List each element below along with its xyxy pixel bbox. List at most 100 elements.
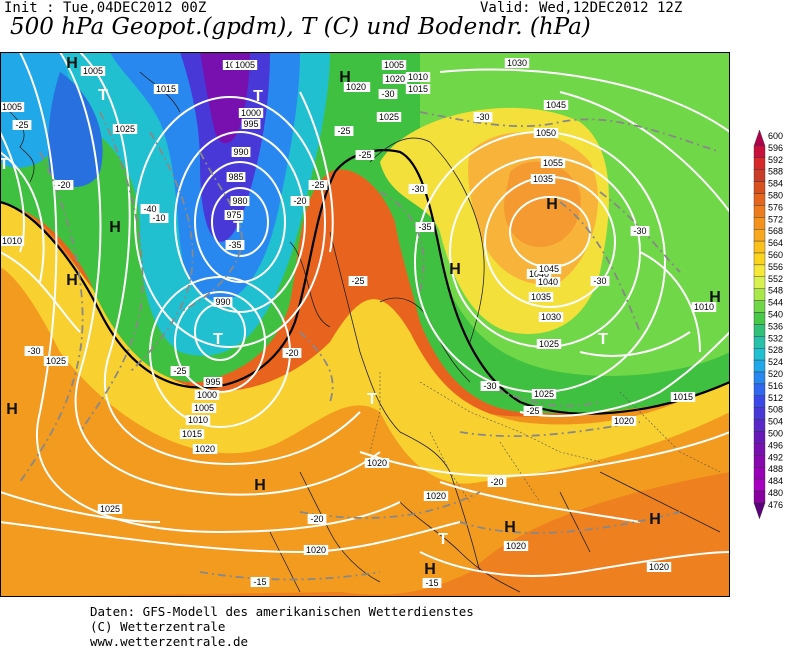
pressure-label-bg [504,58,530,68]
low-pressure-marker: T [98,87,108,104]
footer-url[interactable]: www.wetterzentrale.de [90,634,249,649]
high-pressure-marker: H [424,561,436,578]
high-pressure-marker: H [339,69,351,86]
pressure-label: 1025 [539,339,559,349]
temp-label-bg [348,276,368,286]
pressure-label-bg [203,377,223,387]
colorbar-level-label: 536 [768,321,783,331]
pressure-label: 1015 [156,84,176,94]
pressure-label: 1025 [534,389,554,399]
colorbar-level-label: 504 [768,417,783,427]
pressure-label: 1010 [2,236,22,246]
colorbar-level-label: 548 [768,286,783,296]
pressure-label: 1020 [306,545,326,555]
colorbar-swatch [753,490,766,504]
pressure-label: 1050 [536,128,556,138]
low-pressure-marker: T [0,156,9,173]
pressure-label-bg [364,458,390,468]
colorbar-swatch [753,478,766,492]
colorbar-level-label: 564 [768,238,783,248]
pressure-label-bg [226,172,246,182]
temp-label-bg [12,120,32,130]
temp-label-bg [487,477,507,487]
colorbar-level-label: 596 [768,143,783,153]
pressure-label: 1015 [408,84,428,94]
temp-label: -40 [143,204,156,214]
temp-label: -25 [526,406,539,416]
pressure-labels: 1005 1015 1010 1005 1025 1020 1030 1035 1040 1045… [0,58,717,572]
fill-yellow-band [0,202,730,484]
colorbar-swatch [753,130,766,147]
colorbar-level-label: 520 [768,369,783,379]
high-pressure-marker: H [649,511,661,528]
temp-label: -25 [311,180,324,190]
footer-copyright: (C) Wetterzentrale [90,619,226,634]
high-pressure-marker: H [709,289,721,306]
weather-map: 1005 1015 1010 1005 1025 1020 1030 1035 1040 1045… [0,52,730,597]
pressure-label-bg [691,302,717,312]
pressure-label-bg [611,416,637,426]
temp-label-bg [473,112,493,122]
pressure-label: 1020 [506,541,526,551]
colorbar-swatch [753,312,766,325]
pressure-label-bg [194,390,220,400]
temp-label-bg [378,89,398,99]
low-pressure-marker: T [233,219,243,236]
colorbar-swatch [753,359,766,373]
temp-label: -30 [476,112,489,122]
colorbar-level-label: 528 [768,345,783,355]
colorbar-level-label: 552 [768,274,783,284]
temp-labels: -20 -25 -30 -35 -40 -20 -25 -25 -25 -30 -30 -35 -30 -… [12,89,650,588]
colorbar-level-label: 544 [768,298,783,308]
temp-label: -30 [593,276,606,286]
colorbar-level-label: 560 [768,250,783,260]
colorbar-level-label: 508 [768,405,783,415]
colorbar-swatch [753,371,766,385]
colorbar-level-label: 512 [768,393,783,403]
pressure-label-bg [538,312,564,322]
colorbar-swatch [753,419,766,432]
pressure-label: 1035 [531,292,551,302]
pressure-label-bg [343,82,369,92]
pressure-label: 995 [243,119,258,129]
temp-label-bg [225,240,245,250]
colorbar-level-label: 568 [768,226,783,236]
temp-label: -20 [57,180,70,190]
weather-map-svg: 1005 1015 1010 1005 1025 1020 1030 1035 1040 1045… [0,52,730,597]
pressure-label: 1025 [100,504,120,514]
colorbar-level-label: 488 [768,464,783,474]
pressure-label-bg [231,147,251,157]
pressure-label: 1015 [673,392,693,402]
high-pressure-marker: H [504,519,516,536]
valid-time: Valid: Wed,12DEC2012 12Z [480,0,683,16]
fill-west-blue-2 [48,72,103,187]
pressure-label-bg [230,196,250,206]
temp-label-bg [590,276,610,286]
colorbar-swatch [753,205,766,218]
pressure-label-bg [192,444,218,454]
temp-label-bg [408,184,428,194]
temp-label: -30 [27,346,40,356]
pressure-label: 1020 [426,491,446,501]
pressure-label: 1005 [2,102,22,112]
colorbar-level-label: 496 [768,440,783,450]
temp-label: -25 [358,150,371,160]
pressure-label: 1005 [194,403,214,413]
temp-label: -10 [152,213,165,223]
pressure-label-bg [543,100,569,110]
pressure-label-bg [80,66,106,76]
colorbar-swatch [753,300,766,313]
isotherms [19,111,721,581]
colorbar-level-label: 588 [768,167,783,177]
temp-label-bg [334,126,354,136]
pressure-label-bg [43,356,69,366]
pressure-label: 980 [232,196,247,206]
colorbar-level-label: 584 [768,179,783,189]
pressure-label: 1045 [546,100,566,110]
pressure-label: 1040 [538,277,558,287]
colorbar-swatch [753,443,766,456]
pressure-label: 1005 [83,66,103,76]
pressure-label: 1025 [115,124,135,134]
pressure-label: 1020 [614,416,634,426]
